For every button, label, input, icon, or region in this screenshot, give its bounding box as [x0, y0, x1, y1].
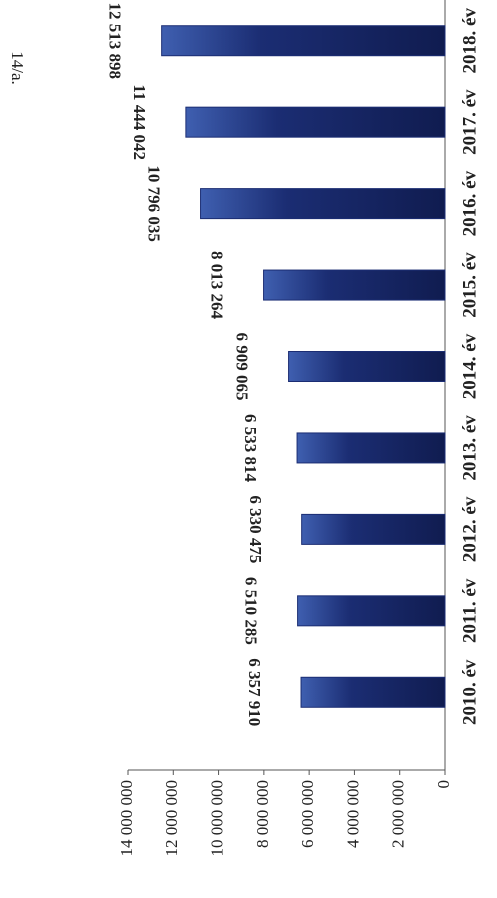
x-tick-label: 2014. év: [459, 333, 480, 399]
y-tick-label: 14 000 000: [117, 780, 136, 857]
y-tick-label: 2 000 000: [389, 780, 408, 848]
x-tick-label: 2010. év: [459, 659, 480, 725]
y-tick-label: 6 000 000: [298, 780, 317, 848]
y-tick-label: 8 000 000: [253, 780, 272, 848]
value-label: 8 013 264: [208, 251, 227, 320]
value-label: 6 510 285: [242, 577, 261, 645]
x-tick-label: 2013. év: [459, 415, 480, 481]
x-tick-label: 2011. év: [459, 578, 480, 643]
value-label: 6 330 475: [246, 495, 265, 563]
y-tick-label: 10 000 000: [207, 780, 226, 857]
x-tick-label: 2012. év: [459, 496, 480, 562]
value-label: 11 444 042: [130, 84, 149, 160]
y-tick-label: 12 000 000: [162, 780, 181, 857]
x-tick-label: 2017. év: [459, 89, 480, 155]
value-label: 6 357 910: [245, 658, 264, 726]
bar: [297, 595, 446, 627]
x-tick-label: 2018. év: [459, 8, 480, 74]
value-label: 10 796 035: [145, 165, 164, 242]
bar: [263, 269, 446, 301]
bar: [300, 676, 446, 708]
bar: [200, 188, 446, 220]
bar: [301, 513, 446, 545]
value-label: 6 909 065: [233, 333, 252, 401]
plot: 0 2 000 000 4 000 000 6 000 000 8 000 000 10 …: [106, 0, 480, 857]
x-tick-label: 2016. év: [459, 170, 480, 236]
bar: [161, 25, 446, 57]
y-tick-label: 4 000 000: [343, 780, 362, 848]
bar: [296, 432, 446, 464]
page-number: 14/a.: [8, 51, 27, 85]
value-label: 12 513 898: [106, 2, 125, 79]
bar: [185, 106, 446, 138]
value-label: 6 533 814: [241, 414, 260, 483]
x-tick-label: 2015. év: [459, 252, 480, 318]
bar: [288, 351, 446, 382]
y-tick-label: 0: [434, 780, 453, 789]
